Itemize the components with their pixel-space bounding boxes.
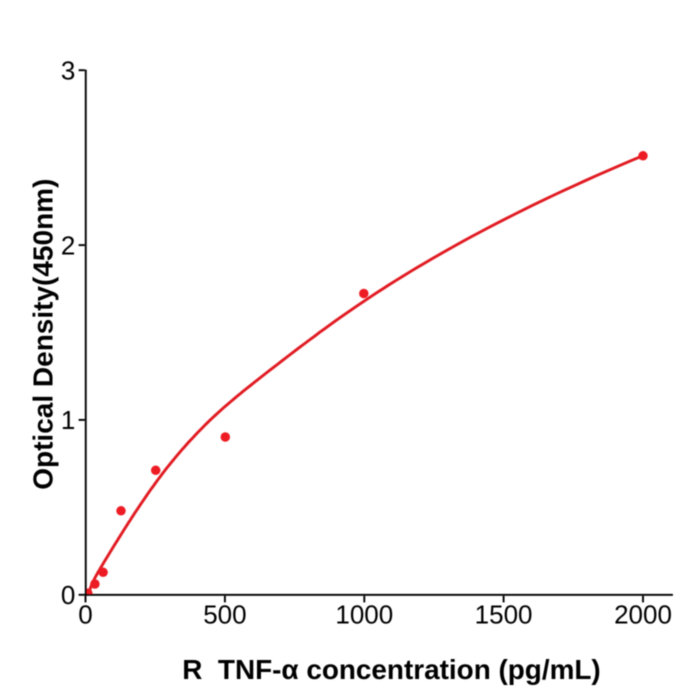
- svg-text:3: 3: [61, 56, 75, 86]
- svg-text:0: 0: [61, 580, 75, 610]
- svg-text:2: 2: [61, 230, 75, 260]
- svg-text:Optical Density(450nm): Optical Density(450nm): [28, 179, 59, 490]
- svg-text:1000: 1000: [335, 600, 393, 630]
- svg-text:R TNF-α concentration (pg/mL): R TNF-α concentration (pg/mL): [182, 654, 600, 685]
- svg-text:2000: 2000: [614, 600, 672, 630]
- svg-text:0: 0: [78, 600, 92, 630]
- svg-text:1: 1: [61, 405, 75, 435]
- svg-text:1500: 1500: [475, 600, 533, 630]
- svg-text:500: 500: [203, 600, 246, 630]
